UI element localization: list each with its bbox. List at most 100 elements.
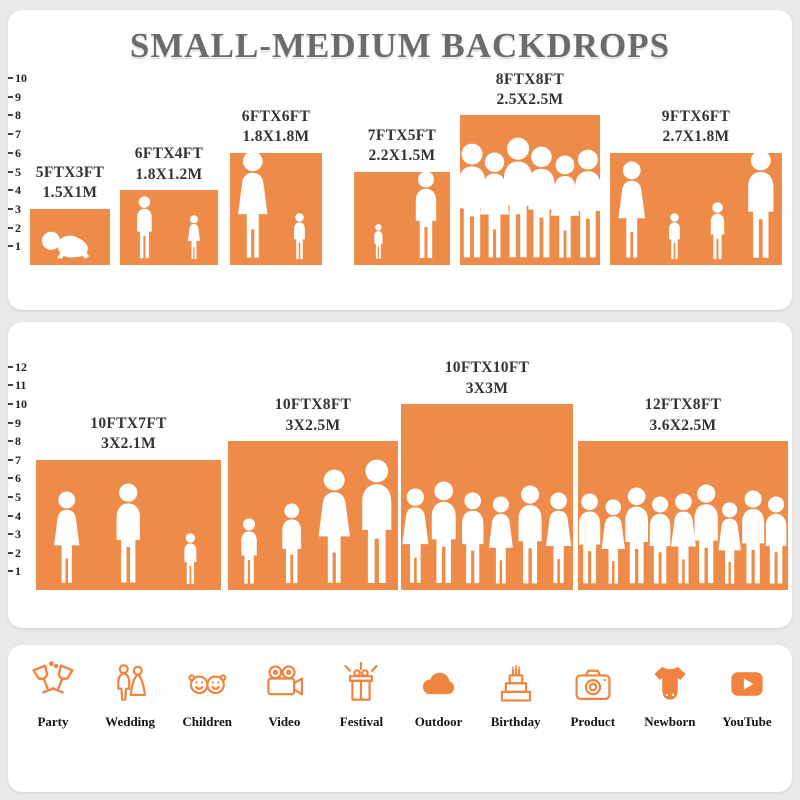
person-silhouette bbox=[48, 491, 85, 590]
outdoor-icon bbox=[414, 659, 464, 709]
person-silhouette bbox=[496, 137, 540, 265]
person-silhouette bbox=[410, 171, 442, 266]
person-silhouette bbox=[401, 488, 435, 590]
category-label: Children bbox=[182, 714, 233, 729]
axis-tick-label: 7 bbox=[15, 127, 21, 142]
size-m-label: 3X3M bbox=[465, 379, 509, 397]
category-label: Birthday bbox=[490, 714, 541, 729]
axis-tick-label: 5 bbox=[15, 490, 21, 504]
backdrop-bar-6ftx4ft bbox=[120, 190, 218, 265]
size-m-label: 2.2X1.5M bbox=[368, 147, 436, 165]
axis-tick-label: 12 bbox=[15, 359, 27, 374]
category-product: Product bbox=[564, 659, 622, 730]
size-ft-label: 5FTX3FT bbox=[35, 164, 105, 181]
person-silhouette bbox=[354, 459, 398, 590]
axis-tick-label: 6 bbox=[15, 145, 21, 160]
person-silhouette bbox=[425, 481, 462, 590]
person-silhouette bbox=[578, 493, 606, 590]
category-party: Party bbox=[24, 659, 82, 730]
axis-tick-mark bbox=[8, 170, 13, 173]
person-silhouette bbox=[568, 149, 600, 265]
person-silhouette bbox=[110, 483, 147, 590]
axis-tick-mark bbox=[8, 458, 13, 461]
person-silhouette bbox=[483, 496, 519, 590]
size-chart-top: 1 2 3 4 5 6 7 8 9 10 5FTX3FT 1.5X1M 6FTX4FT 1.8X1.2M 6… bbox=[8, 10, 792, 310]
page-title: SMALL-MEDIUM BACKDROPS bbox=[129, 26, 671, 65]
backdrop-bar-10ftx7ft bbox=[36, 459, 221, 590]
person-silhouette bbox=[473, 152, 516, 265]
size-ft-label: 6FTX4FT bbox=[134, 145, 204, 163]
axis-tick-label: 10 bbox=[15, 71, 27, 85]
festival-icon bbox=[336, 659, 386, 709]
size-m-label: 1.8X1.8M bbox=[242, 128, 310, 146]
backdrop-size-label: 12FTX8FT 3.6X2.5M bbox=[645, 395, 721, 436]
video-icon bbox=[259, 659, 309, 709]
person-silhouette bbox=[713, 502, 746, 590]
axis-tick-label: 3 bbox=[15, 527, 21, 542]
backdrop-size-label: 10FTX8FT 3X2.5M bbox=[275, 395, 351, 436]
person-silhouette bbox=[596, 499, 631, 590]
axis-tick-label: 4 bbox=[15, 183, 21, 198]
person-silhouette bbox=[644, 496, 676, 590]
axis-tick-label: 5 bbox=[15, 164, 21, 179]
product-icon bbox=[568, 659, 618, 709]
category-youtube: YouTube bbox=[718, 659, 776, 730]
category-label: YouTube bbox=[722, 714, 772, 729]
size-m-label: 2.7X1.8M bbox=[662, 128, 730, 146]
axis-tick-mark bbox=[8, 189, 13, 192]
size-m-label: 1.8X1.2M bbox=[135, 165, 203, 183]
backdrop-size-label: 7FTX5FT 2.2X1.5M bbox=[368, 126, 436, 167]
category-label: Newborn bbox=[644, 714, 696, 729]
backdrop-size-label: 6FTX4FT 1.8X1.2M bbox=[135, 144, 203, 185]
axis-tick-label: 3 bbox=[15, 201, 21, 216]
axis-tick-mark bbox=[8, 365, 13, 368]
backdrop-bar-10ftx10ft bbox=[401, 404, 573, 590]
backdrop-size-label: 6FTX6FT 1.8X1.8M bbox=[242, 107, 310, 148]
axis-tick-label: 1 bbox=[15, 564, 21, 579]
axis-tick-label: 8 bbox=[15, 434, 21, 449]
axis-tick-mark bbox=[8, 207, 13, 210]
size-ft-label: 8FTX8FT bbox=[495, 70, 565, 88]
size-m-label: 1.5X1M bbox=[42, 184, 98, 202]
categories-panel: Party Wedding Children Video Festival Outdoor… bbox=[8, 645, 792, 792]
category-video: Video bbox=[255, 659, 313, 730]
axis-tick-label: 2 bbox=[15, 545, 21, 560]
size-ft-label: 10FTX8FT bbox=[274, 396, 352, 414]
axis-tick-mark bbox=[8, 440, 13, 443]
person-silhouette bbox=[456, 492, 489, 590]
baby-silhouette bbox=[41, 229, 99, 265]
axis-tick-mark bbox=[8, 421, 13, 424]
axis-tick-label: 7 bbox=[15, 452, 21, 467]
category-children: Children bbox=[178, 659, 236, 730]
axis-tick-label: 11 bbox=[15, 378, 27, 393]
axis-tick-mark bbox=[8, 226, 13, 229]
person-silhouette bbox=[133, 196, 156, 265]
backdrop-size-label: 10FTX7FT 3X2.1M bbox=[90, 414, 166, 455]
size-chart-bottom: 1 2 3 4 5 6 7 8 9 10 11 12 10FTX7FT 3X2.1M 10FTX8FT 3X2… bbox=[8, 322, 792, 628]
category-list: Party Wedding Children Video Festival Outdoor… bbox=[8, 659, 792, 730]
category-festival: Festival bbox=[332, 659, 390, 730]
person-silhouette bbox=[612, 161, 651, 265]
category-outdoor: Outdoor bbox=[410, 659, 468, 730]
person-silhouette bbox=[512, 485, 548, 590]
person-silhouette bbox=[540, 492, 573, 590]
axis-tick-label: 2 bbox=[15, 220, 21, 235]
category-wedding: Wedding bbox=[101, 659, 159, 730]
panel-small-medium-top: SMALL-MEDIUM BACKDROPS 1 2 3 4 5 6 7 8 9 10 5FTX3F… bbox=[8, 10, 792, 310]
person-silhouette bbox=[619, 487, 654, 590]
axis-tick-mark bbox=[8, 245, 13, 248]
person-silhouette bbox=[736, 490, 770, 590]
size-ft-label: 10FTX10FT bbox=[444, 359, 530, 377]
axis-tick-mark bbox=[8, 151, 13, 154]
panel-small-medium-bottom: 1 2 3 4 5 6 7 8 9 10 11 12 10FTX7FT 3X2.1M 10FTX8FT 3X2… bbox=[8, 322, 792, 628]
axis-tick-mark bbox=[8, 114, 13, 117]
category-newborn: Newborn bbox=[641, 659, 699, 730]
category-label: Video bbox=[268, 714, 301, 729]
birthday-icon bbox=[491, 659, 541, 709]
person-silhouette bbox=[311, 469, 357, 590]
backdrop-size-label: 5FTX3FT 1.5X1M bbox=[36, 163, 104, 204]
backdrop-bar-5ftx3ft bbox=[30, 208, 110, 265]
size-ft-label: 10FTX7FT bbox=[90, 414, 167, 432]
party-icon bbox=[28, 659, 78, 709]
category-label: Wedding bbox=[105, 714, 156, 729]
